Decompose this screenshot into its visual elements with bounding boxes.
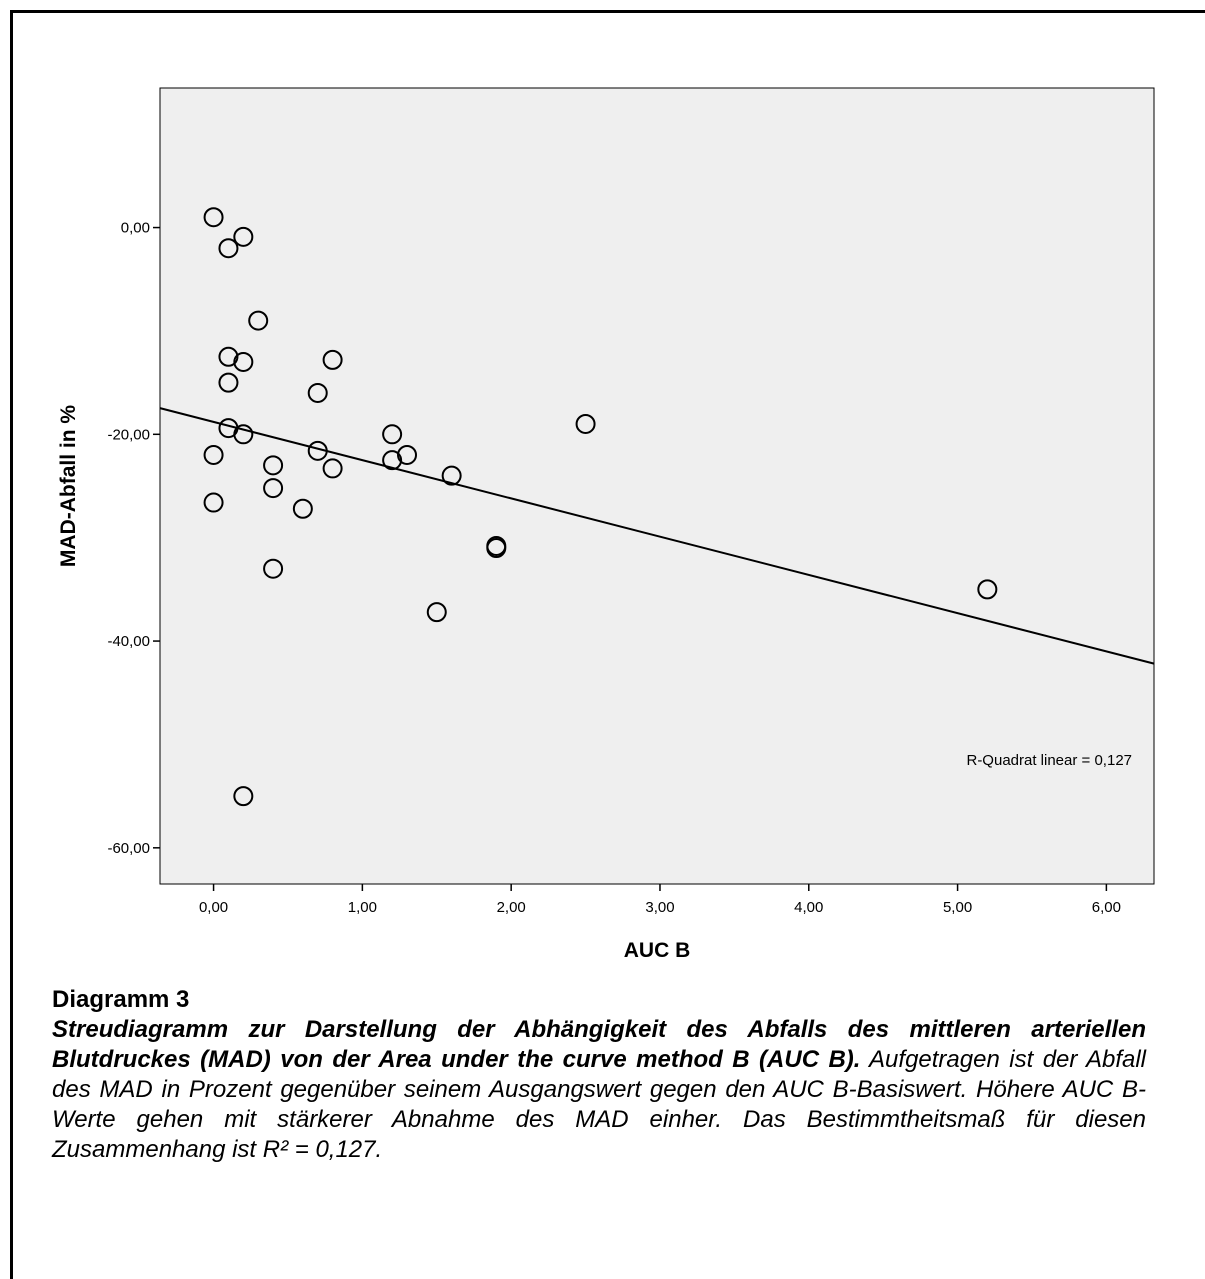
figure-frame	[10, 10, 1205, 1279]
data-point	[233, 226, 254, 247]
caption-title: Streudiagramm zur Darstellung der Abhäng…	[52, 1016, 1146, 1073]
data-point	[307, 382, 328, 403]
x-tick-label: 0,00	[199, 899, 228, 916]
data-point	[322, 349, 343, 370]
data-point	[382, 450, 403, 471]
data-point	[575, 413, 596, 434]
data-point	[307, 440, 328, 461]
caption-body: Streudiagramm zur Darstellung der Abhäng…	[52, 1015, 1146, 1165]
figure-caption: Diagramm 3 Streudiagramm zur Darstellung…	[52, 985, 1146, 1165]
y-tick-label: -20,00	[107, 426, 150, 443]
data-point	[233, 351, 254, 372]
x-tick-label: 1,00	[348, 899, 377, 916]
data-point	[203, 207, 224, 228]
y-tick-label: -60,00	[107, 840, 150, 857]
data-point	[233, 424, 254, 445]
x-tick-label: 3,00	[645, 899, 674, 916]
x-tick-label: 6,00	[1092, 899, 1121, 916]
x-tick-label: 5,00	[943, 899, 972, 916]
data-point	[426, 602, 447, 623]
data-point	[248, 310, 269, 331]
data-point	[441, 465, 462, 486]
regression-line-layer	[159, 407, 1155, 665]
data-point	[203, 492, 224, 513]
data-point	[292, 498, 313, 519]
caption-text: Aufgetragen ist der Abfall des MAD in Pr…	[52, 1046, 1146, 1163]
r-squared-annotation: R-Quadrat linear = 0,127	[966, 752, 1132, 769]
x-tick-label: 4,00	[794, 899, 823, 916]
x-axis-title: AUC B	[624, 939, 691, 962]
data-point	[218, 238, 239, 259]
data-point	[203, 444, 224, 465]
y-axis: 0,00 -20,00 -40,00 -60,00	[107, 220, 160, 857]
y-tick-label: 0,00	[121, 220, 150, 237]
data-point	[977, 579, 998, 600]
data-point	[486, 538, 507, 559]
data-point	[263, 558, 284, 579]
x-axis: 0,00 1,00 2,00 3,00 4,00 5,00 6,00	[199, 884, 1121, 916]
y-tick-label: -40,00	[107, 633, 150, 650]
points-layer	[203, 207, 998, 807]
data-point	[218, 346, 239, 367]
y-axis-title: MAD-Abfall in %	[57, 405, 80, 567]
data-point	[382, 424, 403, 445]
caption-heading: Diagramm 3	[52, 986, 190, 1013]
data-point	[397, 444, 418, 465]
data-point	[322, 458, 343, 479]
data-point	[233, 786, 254, 807]
data-point	[218, 372, 239, 393]
plot-background	[159, 87, 1155, 885]
regression-line	[159, 407, 1155, 665]
x-tick-label: 2,00	[497, 899, 526, 916]
data-point	[263, 455, 284, 476]
data-point	[263, 478, 284, 499]
scatter-chart: 0,00 1,00 2,00 3,00 4,00 5,00 6,00 0,00 -20,00 -…	[57, 87, 1155, 962]
